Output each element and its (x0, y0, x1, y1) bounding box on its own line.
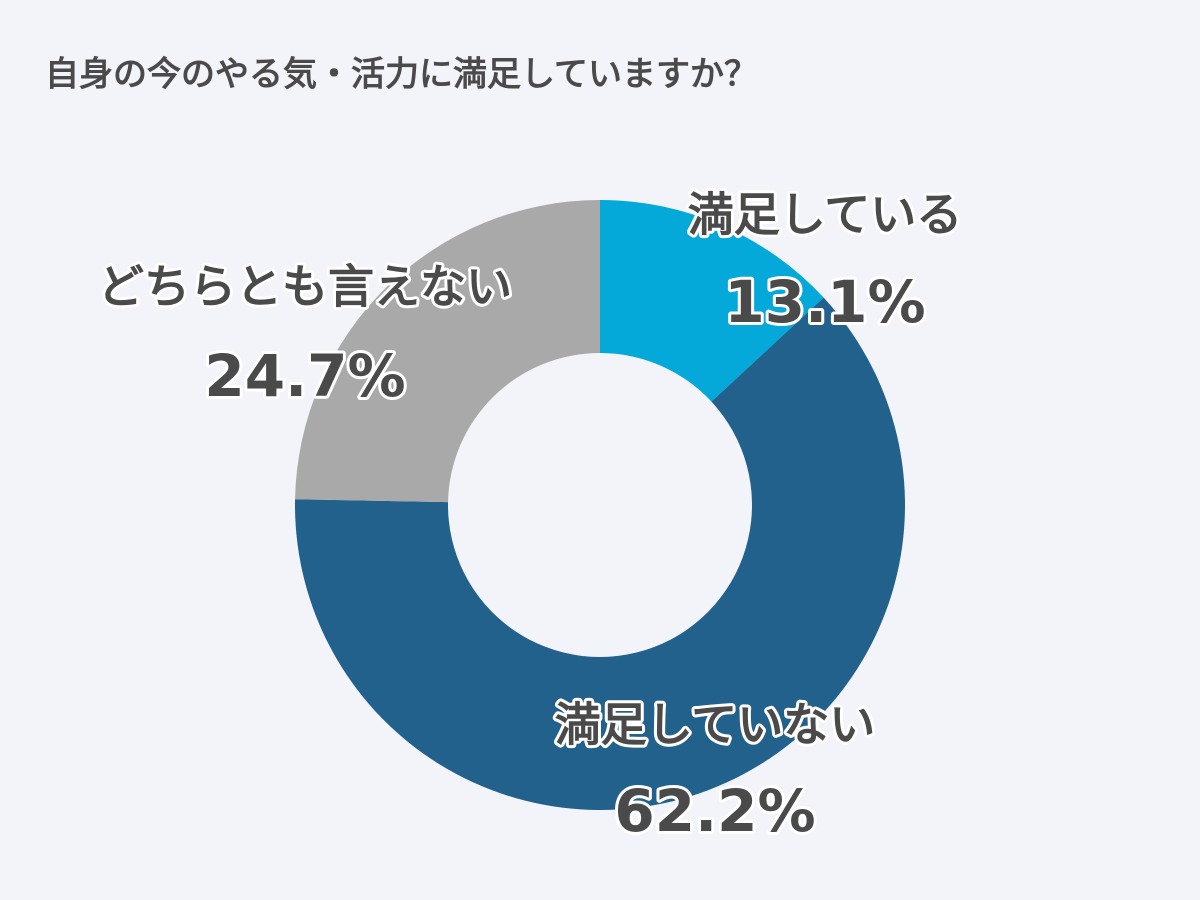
category-label: 満足している (688, 188, 963, 242)
donut-segment (295, 297, 906, 810)
donut-segment (600, 200, 824, 402)
value-label: 13.1% (724, 268, 925, 336)
value-label: 62.2% (614, 777, 815, 845)
category-label: どちらとも言えない (98, 260, 512, 314)
category-label: 満足していない (555, 698, 876, 752)
value-label: 24.7% (204, 342, 405, 410)
donut-segment (295, 200, 600, 503)
chart-title: 自身の今のやる気・活力に満足していますか？ (45, 55, 758, 95)
